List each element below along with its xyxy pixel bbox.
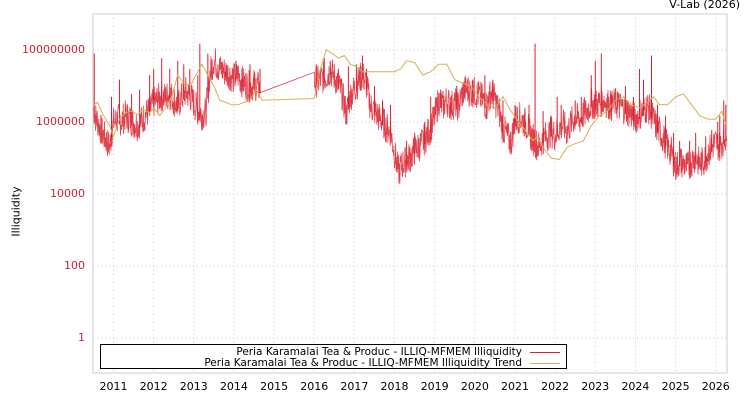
x-tick-label: 2026	[701, 380, 730, 393]
x-tick-label: 2022	[541, 380, 570, 393]
y-tick-label: 1000000	[36, 115, 85, 128]
x-tick-label: 2025	[661, 380, 690, 393]
y-tick-label: 100	[64, 259, 85, 272]
x-tick-label: 2016	[300, 380, 329, 393]
x-tick-label: 2011	[99, 380, 128, 393]
illiquidity-series	[93, 43, 727, 184]
legend-swatch-gold	[530, 362, 560, 364]
x-tick-label: 2019	[420, 380, 449, 393]
legend: Peria Karamalai Tea & Produc - ILLIQ-MFM…	[100, 344, 567, 369]
x-tick-label: 2023	[581, 380, 610, 393]
x-tick-label: 2020	[460, 380, 489, 393]
legend-swatch-red	[530, 351, 560, 353]
y-tick-label: 10000	[50, 187, 85, 200]
x-tick-label: 2021	[501, 380, 529, 393]
x-tick-label: 2017	[340, 380, 369, 393]
x-tick-label: 2024	[621, 380, 650, 393]
grid-lines	[93, 14, 727, 373]
legend-label: Peria Karamalai Tea & Produc - ILLIQ-MFM…	[204, 357, 522, 369]
y-tick-label: 1	[78, 331, 85, 344]
source-credit: V-Lab (2026)	[669, 0, 740, 11]
y-tick-label: 100000000	[22, 43, 85, 56]
x-tick-label: 2015	[260, 380, 289, 393]
x-tick-label: 2013	[179, 380, 208, 393]
trend-series-overlay	[93, 49, 728, 161]
x-tick-label: 2014	[219, 380, 248, 393]
legend-item-trend: Peria Karamalai Tea & Produc - ILLIQ-MFM…	[204, 357, 560, 369]
trend-line	[93, 49, 728, 161]
x-tick-label: 2012	[139, 380, 168, 393]
legend-item-illiquidity: Peria Karamalai Tea & Produc - ILLIQ-MFM…	[236, 346, 560, 358]
x-tick-label: 2018	[380, 380, 409, 393]
legend-label: Peria Karamalai Tea & Produc - ILLIQ-MFM…	[236, 346, 522, 358]
